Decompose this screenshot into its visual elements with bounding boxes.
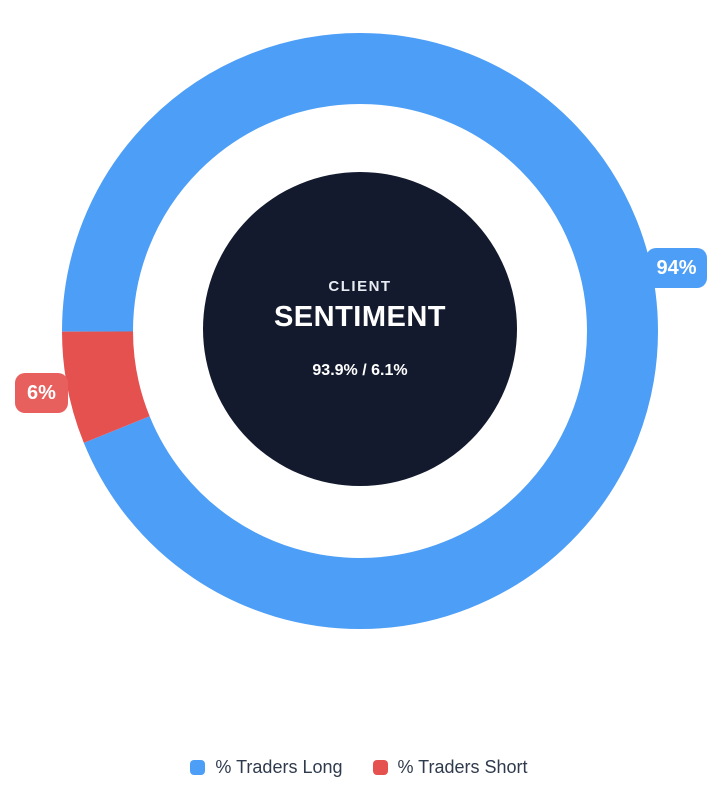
donut-arc-traders-short[interactable] xyxy=(62,33,658,629)
legend-swatch-long-icon xyxy=(190,760,206,775)
legend-swatch-short-icon xyxy=(372,760,388,775)
legend-label-long: % Traders Long xyxy=(215,757,343,777)
callout-badge-short: 6% xyxy=(15,373,68,413)
chart-center-disc: CLIENT SENTIMENT 93.9% / 6.1% xyxy=(203,172,517,486)
callout-badge-long: 94% xyxy=(646,248,707,288)
legend-item-traders-short[interactable]: % Traders Short xyxy=(372,757,528,778)
center-values-label: 93.9% / 6.1% xyxy=(312,362,408,379)
chart-legend: % Traders Long % Traders Short xyxy=(0,757,718,778)
center-eyebrow-label: CLIENT xyxy=(328,278,392,295)
legend-label-short: % Traders Short xyxy=(397,757,528,777)
legend-item-traders-long[interactable]: % Traders Long xyxy=(190,757,343,778)
center-title-label: SENTIMENT xyxy=(273,301,447,333)
